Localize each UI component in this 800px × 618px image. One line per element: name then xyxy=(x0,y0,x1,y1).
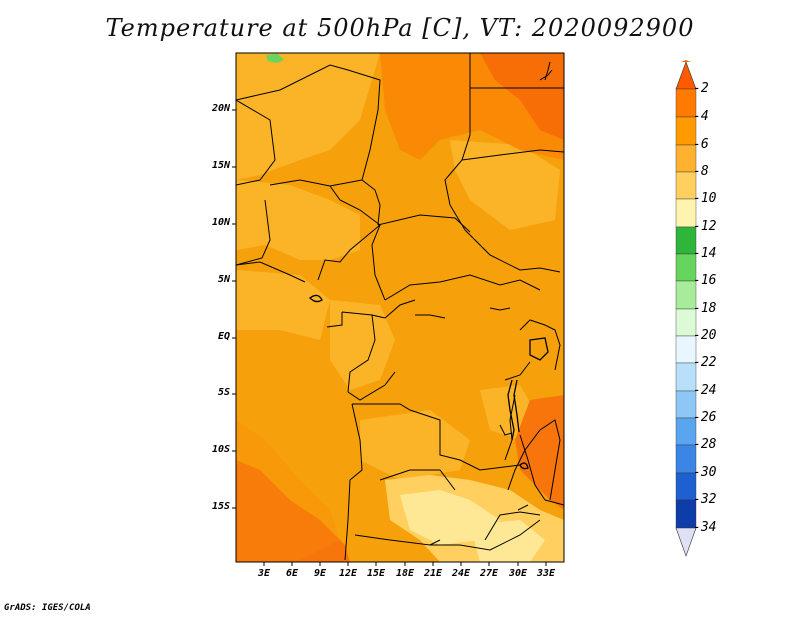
lat-label: 10N xyxy=(211,217,230,228)
lat-label: 5S xyxy=(217,387,230,398)
colorbar-label: -10 xyxy=(693,191,717,206)
colorbar-label: -6 xyxy=(693,137,709,152)
lat-label: 15S xyxy=(211,501,230,512)
colorbar-label: -12 xyxy=(693,219,717,234)
colorbar-label: -18 xyxy=(693,301,717,316)
lake-outlines xyxy=(309,294,549,470)
colorbar-label: -28 xyxy=(693,437,717,452)
grads-credit: GrADS: IGES/COLA xyxy=(4,603,91,613)
colorbar-label: -16 xyxy=(693,273,717,288)
colorbar xyxy=(675,60,697,557)
colorbar-label: -14 xyxy=(693,246,717,261)
lon-label: 24E xyxy=(451,568,471,579)
lat-label: 5N xyxy=(217,274,230,285)
map-frame xyxy=(235,52,565,563)
colorbar-label: -4 xyxy=(693,109,709,124)
colorbar-label: -26 xyxy=(693,410,717,425)
colorbar-label: -24 xyxy=(693,383,717,398)
colorbar-label: -22 xyxy=(693,355,717,370)
lon-label: 33E xyxy=(536,568,556,579)
map-title: Temperature at 500hPa [C], VT: 202009290… xyxy=(105,14,695,42)
lon-label: 3E xyxy=(257,568,271,579)
lon-label: 15E xyxy=(366,568,386,579)
lon-label: 18E xyxy=(395,568,415,579)
colorbar-label: -32 xyxy=(693,492,717,507)
lat-label: EQ xyxy=(217,331,230,342)
lon-label: 21E xyxy=(423,568,443,579)
lat-label: 20N xyxy=(211,103,230,114)
lon-label: 12E xyxy=(338,568,358,579)
colorbar-label: -2 xyxy=(693,81,709,96)
lon-label: 9E xyxy=(313,568,327,579)
colorbar-label: -30 xyxy=(693,465,717,480)
lon-label: 27E xyxy=(479,568,499,579)
colorbar-label: -20 xyxy=(693,328,717,343)
lat-label: 10S xyxy=(211,444,230,455)
colorbar-label: -8 xyxy=(693,164,709,179)
colorbar-label: -34 xyxy=(693,520,717,535)
lat-label: 15N xyxy=(211,160,230,171)
country-borders xyxy=(236,53,564,561)
lon-label: 30E xyxy=(508,568,528,579)
lon-ticks xyxy=(263,562,547,566)
lat-ticks xyxy=(232,109,236,509)
lon-label: 6E xyxy=(285,568,299,579)
temperature-field xyxy=(236,53,564,562)
